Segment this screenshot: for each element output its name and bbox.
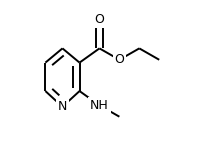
Text: O: O xyxy=(114,53,124,66)
Text: NH: NH xyxy=(90,99,109,112)
Text: N: N xyxy=(58,100,67,113)
Text: O: O xyxy=(95,13,104,26)
